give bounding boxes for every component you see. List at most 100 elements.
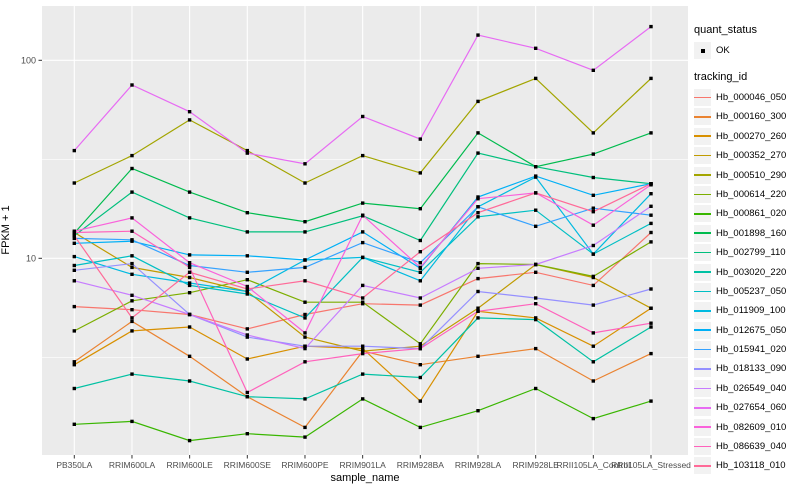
legend-key-box [694, 42, 711, 59]
legend-item-label: Hb_026549_040 [716, 382, 787, 394]
legend-line-swatch [694, 116, 711, 118]
data-point [534, 296, 538, 300]
data-point [534, 46, 538, 50]
data-point [72, 230, 76, 235]
data-point [591, 416, 595, 421]
data-point [418, 137, 422, 141]
data-point [361, 296, 365, 300]
data-point [591, 252, 595, 256]
legend-item-label: Hb_002799_110 [716, 247, 786, 259]
legend-key-box [694, 166, 711, 184]
legend-key-box [694, 341, 711, 359]
legend-item-Hb_026549_040: Hb_026549_040 [694, 379, 800, 397]
data-point [130, 153, 134, 158]
legend-item-Hb_000046_050: Hb_000046_050 [694, 89, 800, 106]
data-point [476, 309, 480, 313]
x-tick-label: RRIM600LA [109, 460, 156, 470]
data-point [245, 357, 249, 361]
data-point [130, 308, 134, 312]
legend-item-Hb_001898_160: Hb_001898_160 [694, 224, 800, 242]
data-point [418, 344, 422, 348]
legend-item-label: Hb_000270_260 [716, 130, 787, 142]
data-point [418, 399, 422, 403]
legend-item-Hb_012675_050: Hb_012675_050 [694, 321, 800, 339]
data-point [361, 372, 365, 376]
data-point [303, 300, 307, 304]
data-point [591, 331, 595, 335]
legend-line-swatch [694, 271, 711, 273]
data-point [303, 181, 307, 185]
legend: quant_status OK tracking_id Hb_000046_05… [694, 24, 800, 477]
legend-item-label: Hb_000352_270 [716, 150, 787, 162]
data-point [361, 114, 365, 119]
data-point [303, 316, 307, 320]
data-point [591, 283, 595, 288]
legend-line-swatch [694, 135, 711, 138]
data-point [534, 208, 538, 212]
data-point [303, 344, 307, 348]
data-point [649, 76, 653, 81]
data-point [72, 386, 76, 391]
data-point [303, 397, 307, 401]
data-point [303, 312, 307, 317]
legend-line-swatch [694, 465, 711, 467]
data-point [130, 261, 134, 266]
data-point [534, 174, 538, 178]
legend-key-box [694, 185, 711, 203]
legend-item-label: Hb_000861_020 [716, 208, 787, 220]
legend-quant-status-block: quant_status OK [694, 24, 800, 59]
legend-line-swatch [694, 309, 711, 312]
data-point [187, 110, 192, 114]
data-point [418, 261, 422, 265]
data-point [245, 278, 249, 282]
data-point [649, 192, 653, 196]
data-point [418, 346, 422, 351]
data-point [361, 344, 365, 348]
data-point [476, 33, 480, 37]
data-point [649, 325, 653, 329]
data-point [303, 335, 307, 339]
legend-quant-status-title: quant_status [694, 24, 757, 36]
legend-item-label: Hb_005237_050 [716, 285, 787, 297]
data-point [303, 230, 307, 234]
legend-item-Hb_005237_050: Hb_005237_050 [694, 282, 800, 300]
data-point [245, 230, 249, 234]
legend-item-Hb_082609_010: Hb_082609_010 [694, 418, 800, 436]
legend-item-Hb_000614_220: Hb_000614_220 [694, 185, 800, 203]
data-point [418, 425, 422, 430]
data-point [303, 425, 307, 430]
legend-line-swatch [694, 348, 711, 351]
legend-item-Hb_000861_020: Hb_000861_020 [694, 205, 800, 223]
data-point [361, 230, 365, 234]
data-point [418, 207, 422, 211]
data-point [72, 304, 76, 309]
data-point [130, 272, 134, 276]
legend-line-swatch [694, 290, 711, 293]
data-point [187, 216, 192, 220]
data-point [476, 261, 480, 266]
data-point [361, 255, 365, 260]
data-point [476, 289, 480, 294]
legend-line-swatch [694, 251, 711, 254]
x-tick-label: RRIM600SE [224, 460, 272, 470]
legend-key-box [694, 224, 711, 242]
data-point [130, 299, 134, 303]
data-point [418, 265, 422, 270]
data-point [418, 250, 422, 254]
legend-item-Hb_000352_270: Hb_000352_270 [694, 147, 800, 165]
data-point [591, 131, 595, 135]
data-point [187, 190, 192, 194]
data-point [187, 354, 192, 358]
legend-item-Hb_027654_060: Hb_027654_060 [694, 399, 800, 417]
data-point [534, 165, 538, 169]
legend-line-swatch [694, 368, 711, 370]
data-point [72, 263, 76, 268]
legend-item-label: Hb_086639_040 [716, 441, 787, 453]
legend-key-box [694, 457, 711, 475]
data-point [476, 131, 480, 135]
x-tick-label: RRIM600LE [166, 460, 213, 470]
data-point [187, 263, 192, 268]
legend-key-box [694, 108, 711, 126]
